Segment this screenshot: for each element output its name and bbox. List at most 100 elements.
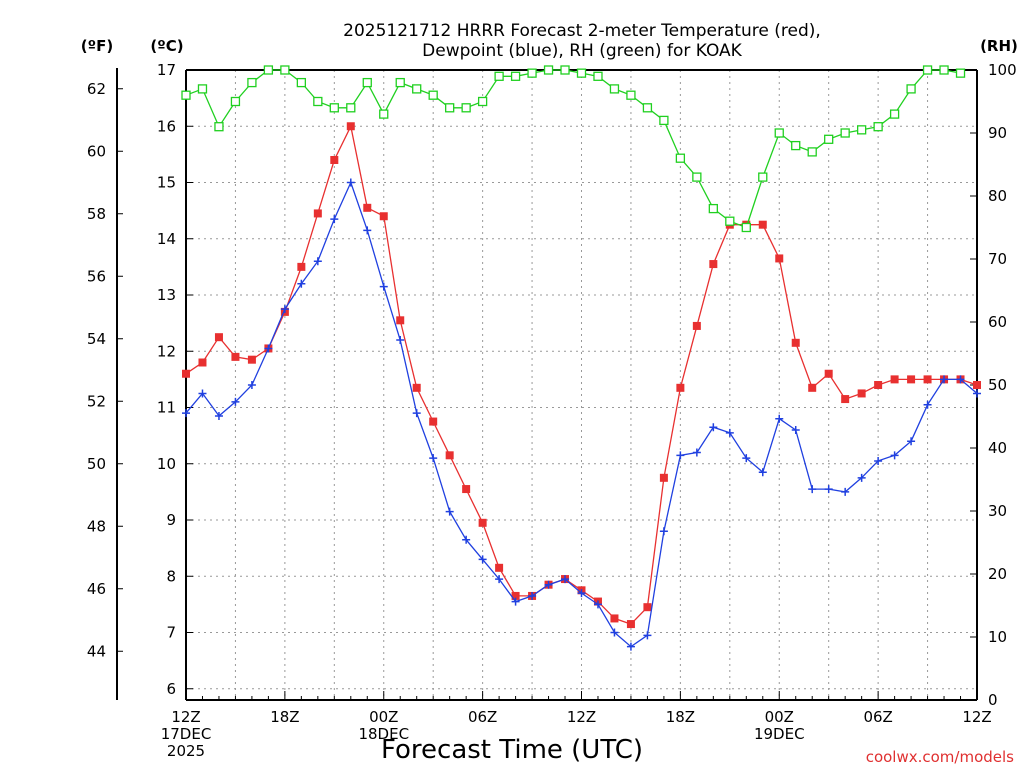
rh-point [263,65,274,75]
dewpoint-point [528,591,537,600]
fahrenheit-tick-label: 56 [87,267,106,285]
x-tick-label-line: 12Z [567,708,596,726]
fahrenheit-tick-label: 50 [87,455,106,473]
dewpoint-point [330,215,339,224]
rh-unit-label: (RH) [980,37,1018,55]
dewpoint-point [956,375,965,384]
rh-point [445,103,455,113]
fahrenheit-tick-label: 60 [87,142,106,160]
temperature-point [346,122,355,131]
dewpoint-point [561,575,570,584]
rh-tick-label: 10 [988,628,1007,646]
celsius-tick-label: 8 [166,567,176,585]
rh-point [922,65,933,75]
dewpoint-point [725,428,734,437]
rh-point [214,122,224,132]
x-tick-label: 12Z 17DEC 2025 [161,708,212,760]
rh-point [247,77,257,88]
temperature-point [379,212,388,221]
rh-point [329,103,339,113]
rh-tick-label: 40 [988,439,1007,457]
rh-point [840,128,850,138]
dewpoint-point [495,575,504,584]
temperature-point [791,338,800,347]
rh-point [280,65,290,75]
fahrenheit-tick-label: 62 [87,80,106,98]
axes: 6 7 8 9 10 11 12 13 14 15 16 17 44 46 48 50 52 54 56 58 60 62… [87,61,1017,760]
temperature-point [511,591,520,600]
temperature-point [692,321,701,330]
temperature-point [907,375,916,384]
rh-point [197,84,208,94]
temperature-point [890,375,899,384]
rh-point [494,71,504,81]
rh-point [807,147,817,157]
x-tick-label-line: 06Z [468,708,497,726]
x-tick-label: 12Z [567,708,596,726]
rh-point [642,103,653,113]
x-tick-label-line: 17DEC [161,725,212,743]
x-tick-label: 06Z [468,708,497,726]
x-tick-label-line: 12Z [962,708,991,726]
temperature-point [659,473,668,482]
temperature-point [874,381,883,389]
dewpoint-point [841,487,850,496]
rh-tick-label: 100 [988,61,1017,79]
dewpoint-point [808,485,817,494]
rh-point [543,65,554,75]
temperature-point [758,220,767,229]
rh-point [873,122,883,132]
rh-tick-label: 0 [988,691,998,709]
dewpoint-point [429,454,438,463]
fahrenheit-tick-label: 52 [87,392,106,410]
x-tick-label-line: 18Z [666,708,695,726]
x-tick-label-line: 00Z [765,708,794,726]
fahrenheit-tick-label: 54 [87,330,106,348]
dewpoint-point [923,400,932,409]
dewpoint-point [742,454,751,463]
x-tick-label: 12Z [962,708,991,726]
temperature-point [313,209,322,218]
x-tick-label-line: 00Z [369,708,398,726]
dewpoint-point [593,600,602,609]
x-tick-label: 18Z [270,708,299,726]
dewpoint-point [643,631,652,640]
temperature-point [462,485,471,494]
x-tick-label: 06Z [863,708,892,726]
dewpoint-line [185,180,978,648]
rh-point [725,216,735,226]
fahrenheit-tick-label: 58 [87,205,106,223]
rh-line [185,69,961,229]
dewpoint-point [610,628,619,637]
celsius-tick-label: 10 [157,455,176,473]
dewpoint-point [824,485,833,494]
rh-point [510,71,521,81]
x-tick-label-line: 06Z [863,708,892,726]
rh-point [889,109,900,119]
rh-tick-label: 30 [988,502,1007,520]
dewpoint-point [363,226,372,235]
dewpoint-point [198,389,207,398]
celsius-tick-label: 9 [166,511,176,529]
dewpoint-point [890,451,899,460]
x-tick-label-line: 18Z [270,708,299,726]
dewpoint-point [297,279,306,288]
temperature-point [182,369,190,378]
temperature-point [824,369,833,378]
x-tick-label: 18Z [666,708,695,726]
temperature-point [412,383,421,392]
celsius-tick-label: 11 [157,399,176,417]
temperature-point [643,603,652,612]
rh-point [379,109,389,119]
credit-text: coolwx.com/models [866,748,1014,766]
dewpoint-point [346,178,355,187]
temperature-point [676,383,685,392]
dewpoint-point [659,527,668,536]
rh-point [939,65,949,75]
fahrenheit-tick-label: 48 [87,517,106,535]
dewpoint-point [396,336,405,344]
x-axis-label: Forecast Time (UTC) [381,735,643,765]
rh-point [824,134,834,144]
rh-point [346,103,356,113]
dewpoint-point [626,642,635,651]
